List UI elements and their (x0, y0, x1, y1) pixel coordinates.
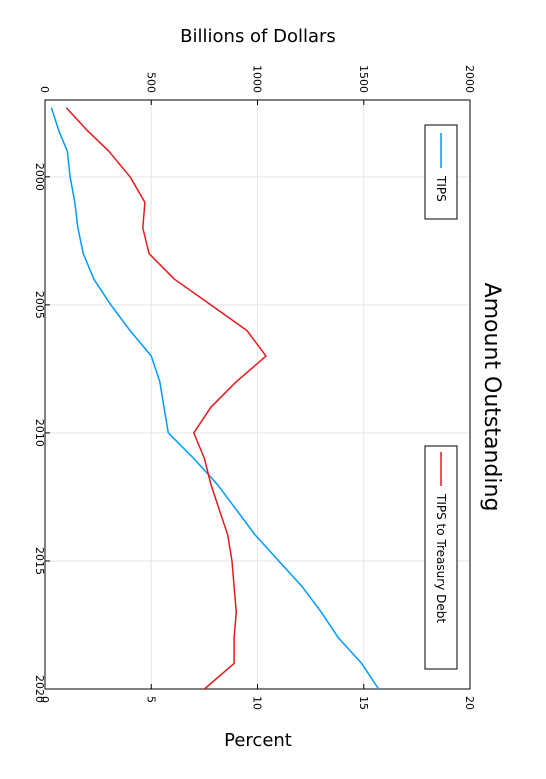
y-left-tick-label-1000: 1000 (251, 65, 264, 93)
y-left-axis-label: Billions of Dollars (180, 26, 336, 47)
y-right-tick-label-20: 20 (463, 696, 476, 710)
y-left-tick-label-500: 500 (144, 72, 157, 93)
x-tick-label-2010: 2010 (33, 419, 46, 447)
x-tick-label-2000: 2000 (33, 163, 46, 191)
y-right-tick-label-10: 10 (251, 696, 264, 710)
chart-title: Amount Outstanding (479, 283, 504, 512)
y-left-tick-label-1500: 1500 (357, 65, 370, 93)
y-right-tick-label-0: 0 (38, 696, 51, 703)
y-right-axis-label: Percent (224, 730, 292, 751)
legend-ratio-label: TIPS to Treasury Debt (434, 493, 448, 623)
y-right-axis-ticks: 0 5 10 15 20 (38, 684, 476, 710)
legend-tips-label: TIPS (434, 175, 448, 202)
x-tick-label-2015: 2015 (33, 547, 46, 575)
x-tick-label-2005: 2005 (33, 291, 46, 319)
legend-ratio: TIPS to Treasury Debt (424, 445, 458, 670)
series-layer (50, 107, 380, 690)
y-left-tick-label-0: 0 (38, 86, 51, 93)
x-tick-label-2020: 2020 (33, 675, 46, 703)
x-axis-ticks: 2000 2005 2010 2015 2020 (33, 163, 50, 703)
series-line-tips-to-treasury-debt (65, 107, 267, 690)
y-right-tick-label-15: 15 (357, 696, 370, 710)
legend-tips: TIPS (424, 124, 458, 220)
y-left-axis-ticks: 0 500 1000 1500 2000 (38, 65, 476, 105)
y-left-tick-label-2000: 2000 (463, 65, 476, 93)
series-line-tips (50, 107, 380, 690)
y-right-tick-label-5: 5 (144, 696, 157, 703)
